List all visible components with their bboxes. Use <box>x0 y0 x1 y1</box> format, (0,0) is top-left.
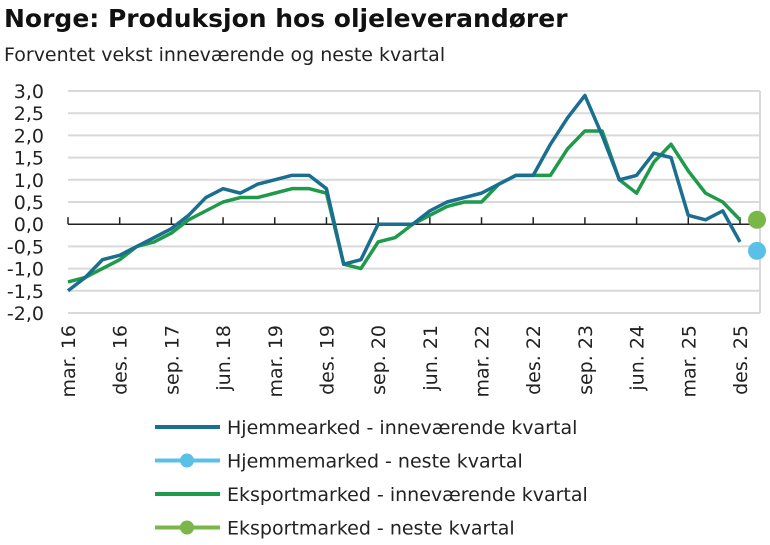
x-tick-label: jun. 21 <box>420 325 442 392</box>
y-tick-label: 0,5 <box>14 192 44 214</box>
x-tick-label: mar. 25 <box>678 325 700 397</box>
y-tick-label: 1,0 <box>14 170 44 192</box>
legend-label: Hjemmearked - inneværende kvartal <box>227 417 577 439</box>
x-tick-label: des. 25 <box>730 325 752 395</box>
legend-marker <box>180 453 194 468</box>
legend-label: Eksportmarked - inneværende kvartal <box>227 484 588 506</box>
x-tick-label: jun. 18 <box>213 325 235 392</box>
y-tick-label: 0,0 <box>14 214 44 236</box>
y-tick-label: -0,5 <box>7 236 44 258</box>
y-tick-label: -1,5 <box>7 281 44 303</box>
legend-label: Eksportmarked - neste kvartal <box>227 518 515 540</box>
legend-marker <box>180 520 194 535</box>
series-point-1 <box>748 241 766 260</box>
y-tick-label: -2,0 <box>7 303 44 325</box>
y-tick-label: 2,0 <box>14 125 44 147</box>
x-tick-label: mar. 22 <box>472 325 494 397</box>
y-tick-label: -1,0 <box>7 259 44 281</box>
x-tick-label: des. 19 <box>316 325 338 395</box>
x-tick-label: sep. 23 <box>575 325 597 395</box>
x-tick-label: jun. 24 <box>627 325 649 392</box>
x-tick-label: mar. 16 <box>58 325 80 397</box>
y-tick-label: 1,5 <box>14 148 44 170</box>
y-tick-label: 2,5 <box>14 103 44 125</box>
legend-label: Hjemmemarked - neste kvartal <box>227 451 523 473</box>
x-tick-label: des. 22 <box>523 325 545 395</box>
series-line-2 <box>67 129 742 284</box>
y-tick-label: 3,0 <box>14 81 44 103</box>
x-tick-label: mar. 19 <box>265 325 287 397</box>
series-line-0 <box>66 93 742 293</box>
x-tick-label: sep. 17 <box>161 325 183 395</box>
x-tick-label: des. 16 <box>110 325 132 395</box>
chart-title: Norge: Produksjon hos oljeleverandører <box>4 4 568 33</box>
x-tick-label: sep. 20 <box>368 325 390 395</box>
chart-subtitle: Forventet vekst inneværende og neste kva… <box>4 44 446 66</box>
series-point-3 <box>748 210 766 229</box>
